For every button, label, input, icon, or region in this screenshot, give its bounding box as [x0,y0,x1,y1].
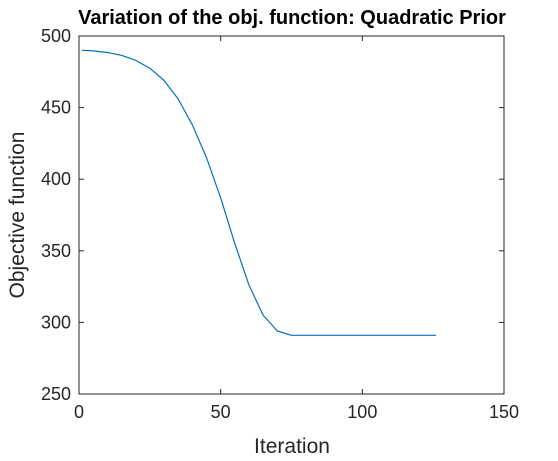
y-tick-label: 250 [41,384,71,404]
y-axis-label: Objective function [6,132,29,299]
x-axis-label: Iteration [254,435,330,458]
y-tick-label: 450 [41,98,71,118]
x-tick-label: 0 [74,402,84,422]
y-tick-label: 350 [41,241,71,261]
series-line [81,49,436,336]
y-tick-label: 400 [41,169,71,189]
chart-title: Variation of the obj. function: Quadrati… [78,7,506,29]
plot-area: 0 50 100 150 250 300 350 400 450 500 [41,26,519,422]
plot-frame [78,35,505,395]
x-tick-label: 50 [211,402,231,422]
x-tick-label: 100 [347,402,377,422]
y-tick-label: 300 [41,312,71,332]
x-tick-label: 150 [489,402,519,422]
y-tick-label: 500 [41,26,71,46]
